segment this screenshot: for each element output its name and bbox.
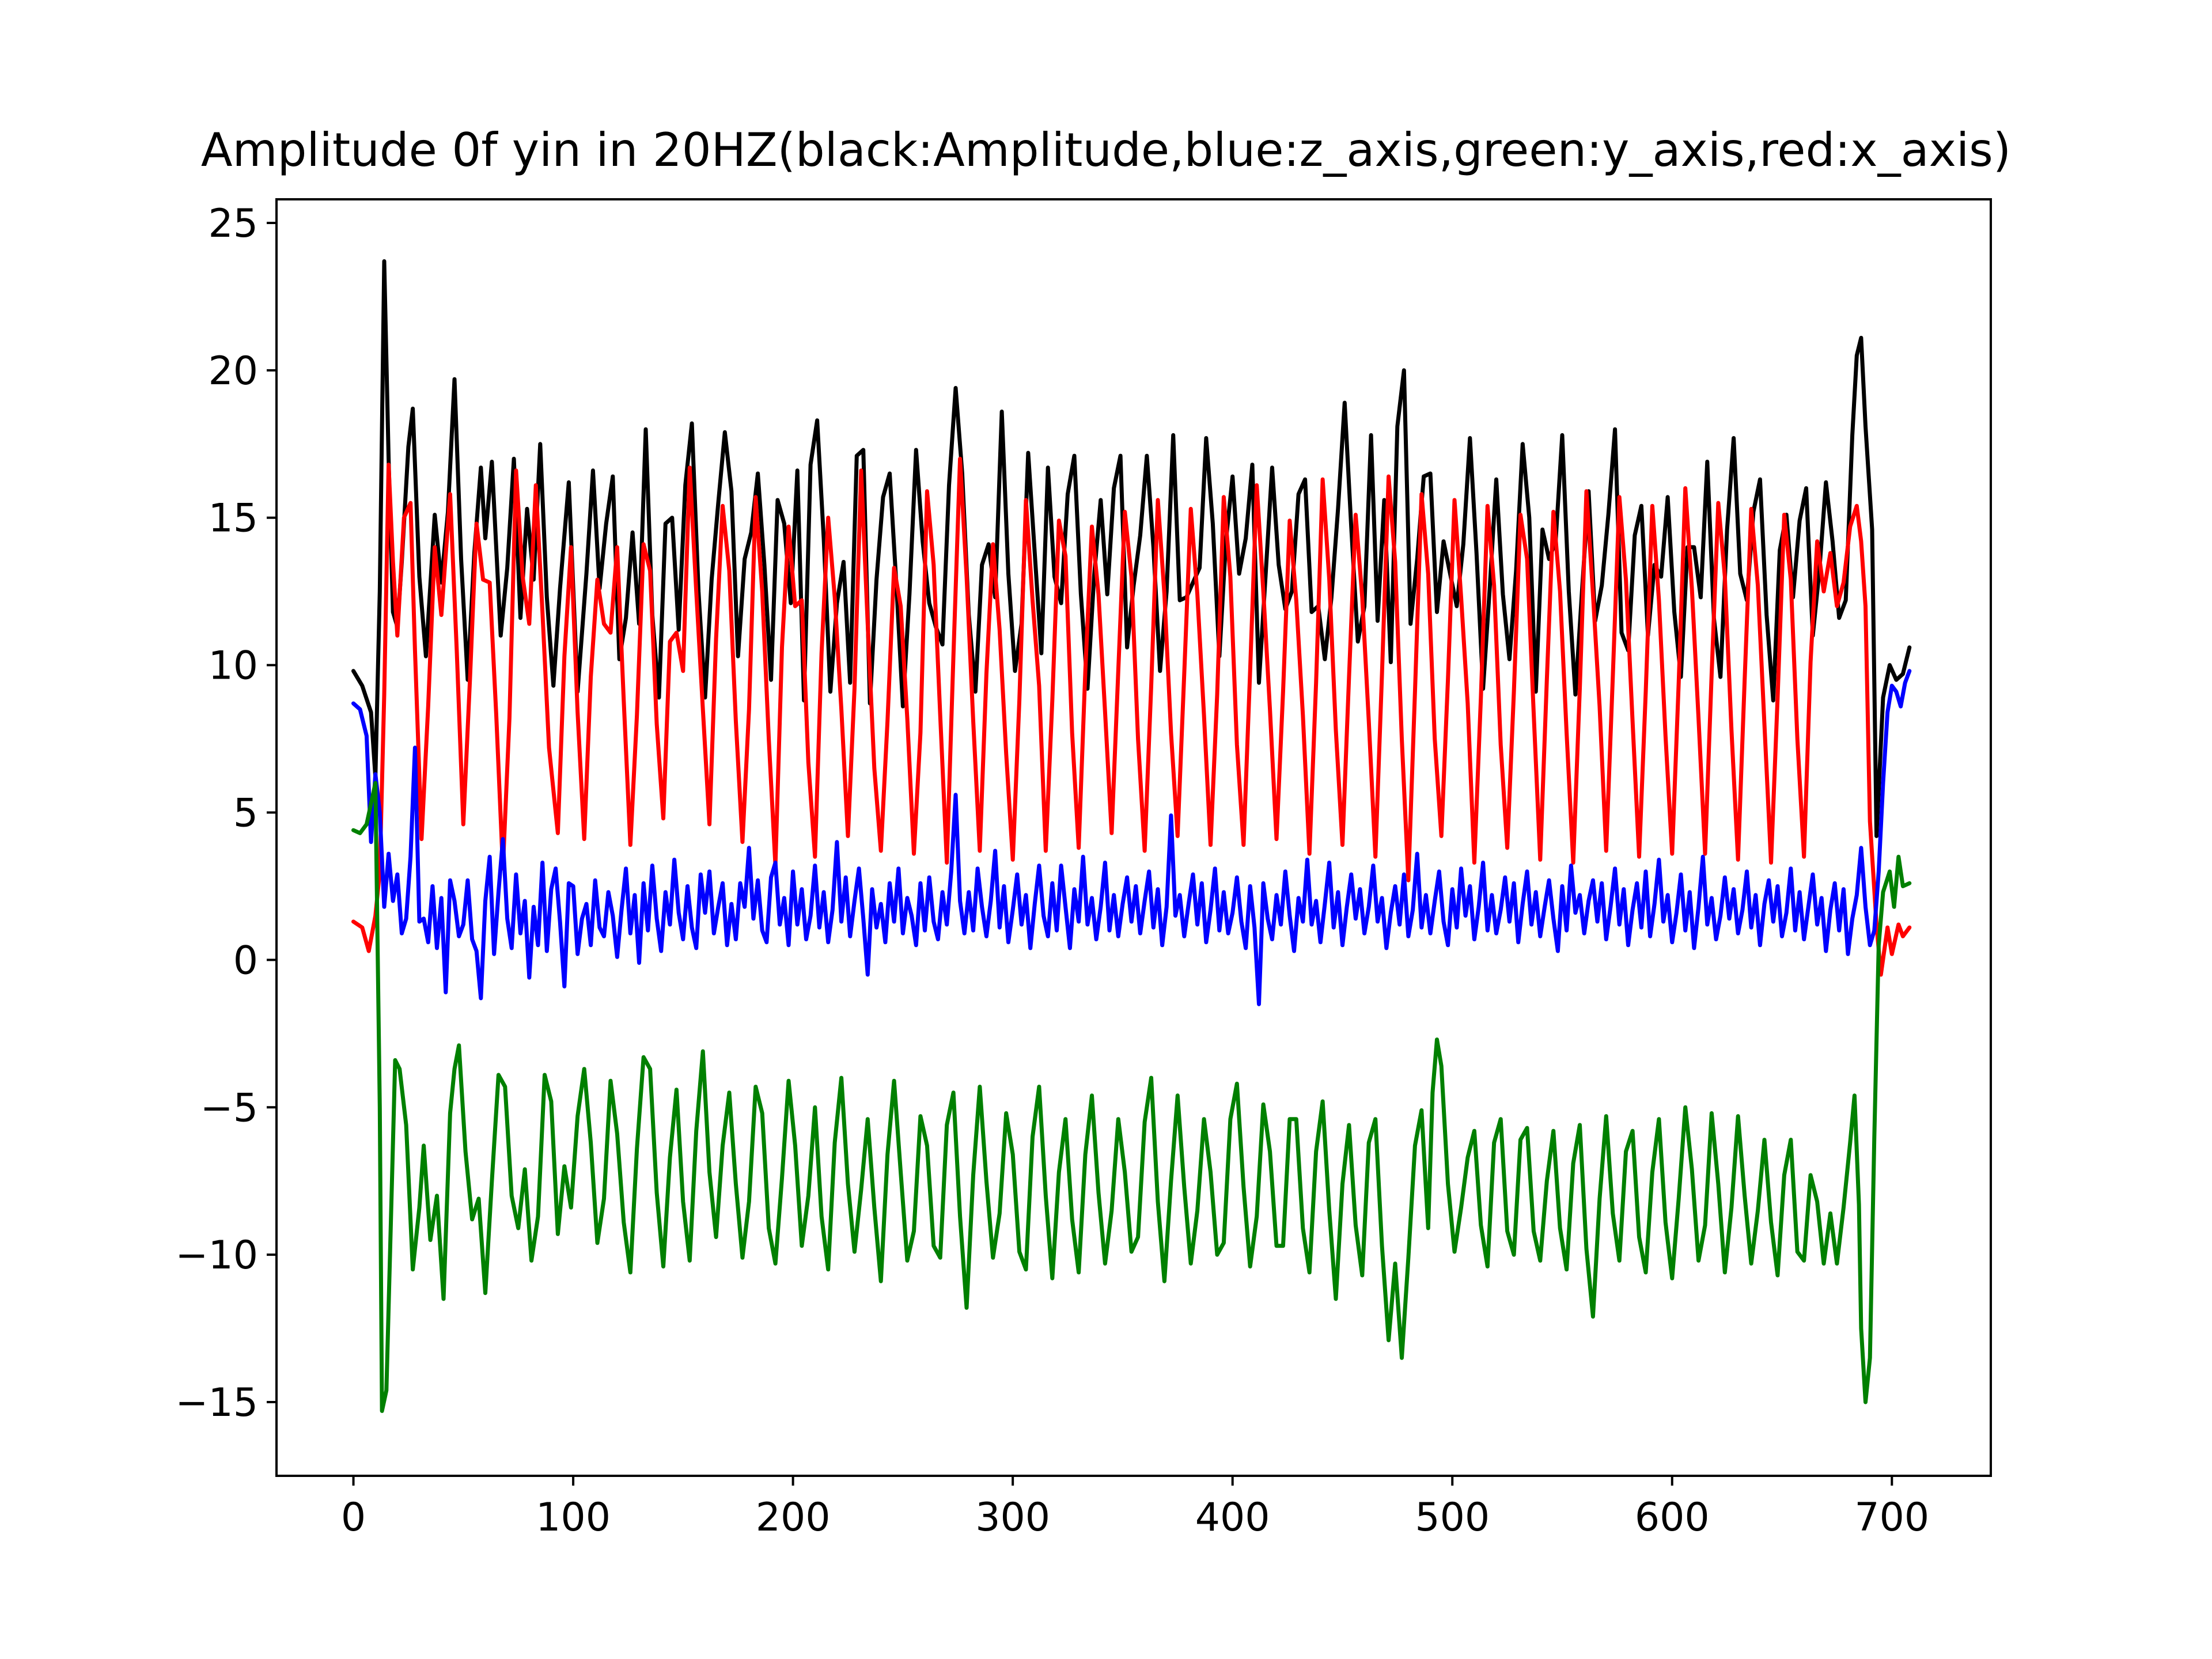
series-line-y-axis (351, 781, 1912, 1413)
y-tick-label: −15 (175, 1380, 258, 1426)
y-tick-label: 5 (233, 790, 258, 836)
x-tick-label: 0 (341, 1495, 366, 1540)
y-axis: −15 −10 −5 0 5 10 15 20 25 (175, 201, 276, 1426)
y-tick-label: 15 (208, 496, 258, 541)
x-tick-label: 700 (1854, 1495, 1929, 1540)
plot-frame (275, 198, 1992, 1477)
x-tick-label: 200 (756, 1495, 831, 1540)
x-axis: 0 100 200 300 400 500 600 700 (341, 1476, 1929, 1540)
x-tick-label: 500 (1415, 1495, 1490, 1540)
x-tick-label: 100 (536, 1495, 611, 1540)
x-tick-label: 600 (1635, 1495, 1710, 1540)
y-tick-label: 25 (208, 201, 258, 247)
chart-title: Amplitude 0f yin in 20HZ(black:Amplitude… (201, 123, 2011, 177)
y-tick-label: −5 (200, 1085, 258, 1131)
y-tick-label: 10 (208, 643, 258, 689)
x-tick-label: 300 (975, 1495, 1050, 1540)
y-tick-label: 0 (233, 938, 258, 983)
x-tick-label: 400 (1195, 1495, 1270, 1540)
series-layer (351, 259, 1912, 1413)
y-tick-label: −10 (175, 1233, 258, 1278)
y-tick-label: 20 (208, 349, 258, 394)
series-line-z-axis (351, 669, 1912, 1006)
series-line-x-axis (351, 456, 1912, 977)
